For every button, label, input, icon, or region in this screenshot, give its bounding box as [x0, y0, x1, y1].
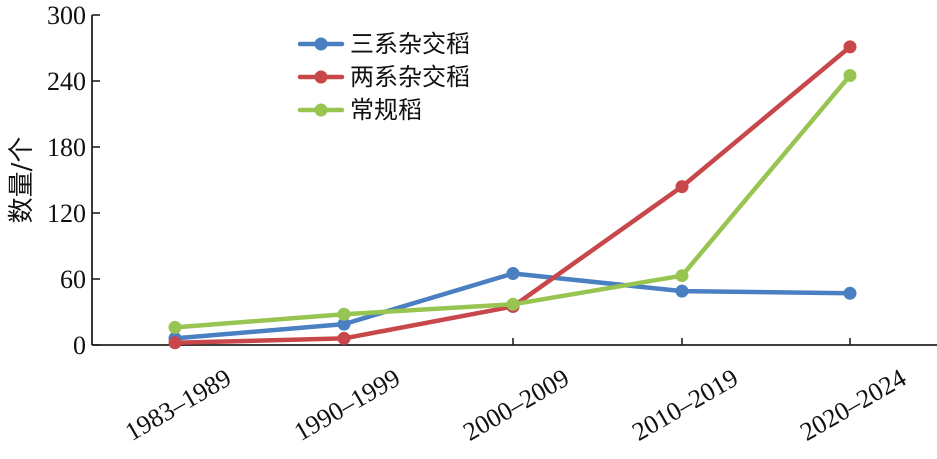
legend-swatch-marker [314, 103, 328, 117]
data-point [843, 286, 857, 300]
x-ticks: 1983–1989 1990–1999 2000–2009 2010–2019 2020… [120, 338, 911, 447]
y-tick-label: 180 [47, 133, 86, 162]
y-tick-label: 240 [47, 67, 86, 96]
x-tick-label: 1990–1999 [289, 363, 405, 447]
legend-item: 三系杂交稻 [297, 30, 470, 58]
legend-item: 常规稻 [297, 96, 422, 124]
axes [91, 15, 937, 346]
legend-swatch-marker [314, 37, 328, 51]
data-point [506, 267, 520, 280]
legend-swatch-marker [314, 70, 328, 84]
x-tick-label: 2020–2024 [795, 363, 911, 447]
legend-item: 两系杂交稻 [297, 63, 470, 91]
x-tick-label: 1983–1989 [120, 363, 236, 447]
data-point [843, 69, 857, 82]
y-tick-label: 300 [47, 1, 86, 30]
y-tick-label: 0 [73, 331, 86, 360]
data-point [843, 40, 857, 54]
y-ticks: 0 60 120 180 240 300 [47, 1, 100, 360]
data-point [337, 331, 351, 345]
series-group [168, 40, 857, 350]
y-tick-label: 60 [60, 265, 86, 294]
series-line [172, 73, 853, 330]
legend-label: 三系杂交稻 [350, 30, 470, 58]
data-point [675, 180, 689, 194]
data-point [675, 284, 689, 298]
data-point [337, 307, 351, 321]
y-axis-label: 数量/个 [7, 137, 37, 224]
legend-label: 常规稻 [350, 96, 422, 124]
data-point [168, 336, 182, 350]
data-point [337, 317, 351, 331]
x-tick-label: 2000–2009 [458, 363, 574, 447]
legend-label: 两系杂交稻 [350, 63, 470, 91]
data-point [168, 320, 182, 334]
data-point [506, 297, 520, 311]
x-tick-label: 2010–2019 [627, 363, 743, 447]
data-point [675, 269, 689, 283]
y-tick-label: 120 [47, 199, 86, 228]
series-3 [168, 69, 857, 334]
